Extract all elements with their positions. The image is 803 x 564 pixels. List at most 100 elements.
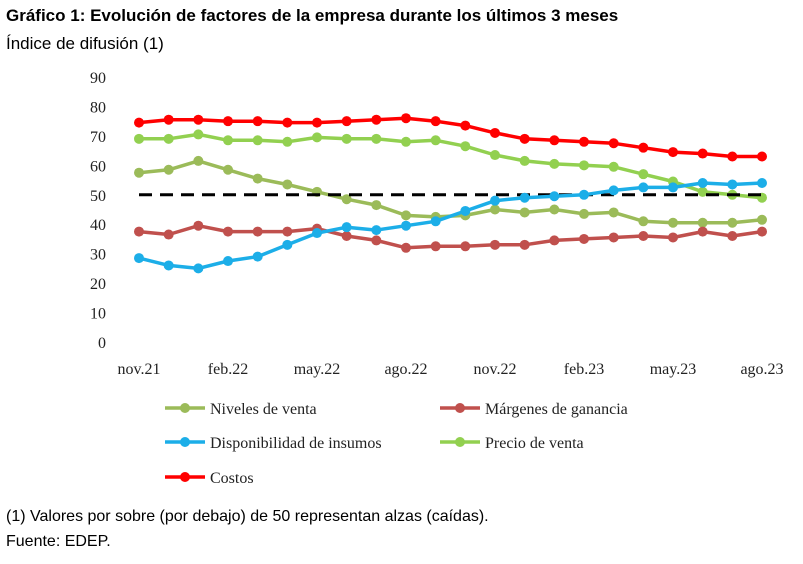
data-point-margenes-de-ganancia (460, 241, 471, 252)
data-point-disponibilidad-de-insumos (697, 178, 708, 188)
data-point-niveles-de-venta (371, 200, 382, 211)
data-point-precio-de-venta (401, 136, 411, 147)
data-point-precio-de-venta (460, 141, 471, 152)
legend-label: Márgenes de ganancia (485, 401, 628, 418)
legend-marker (180, 472, 190, 482)
x-tick-label: nov.21 (118, 361, 161, 378)
data-point-niveles-de-venta (638, 216, 649, 227)
data-point-precio-de-venta (223, 135, 233, 146)
y-tick-label: 40 (90, 217, 106, 234)
data-point-costos (252, 116, 263, 127)
data-point-disponibilidad-de-insumos (341, 222, 352, 233)
legend-label: Disponibilidad de insumos (210, 435, 382, 452)
data-point-margenes-de-ganancia (579, 233, 589, 244)
data-point-costos (193, 114, 204, 125)
data-point-disponibilidad-de-insumos (519, 192, 530, 203)
y-axis-label: Índice de difusión (1) (6, 34, 164, 53)
data-point-niveles-de-venta (282, 179, 293, 190)
y-tick-label: 30 (90, 247, 106, 264)
data-point-niveles-de-venta (757, 214, 767, 225)
data-point-costos (163, 114, 174, 125)
data-point-costos (401, 113, 411, 124)
data-point-precio-de-venta (697, 186, 708, 197)
data-point-precio-de-venta (579, 160, 589, 171)
legend-marker (455, 403, 465, 413)
y-tick-label: 60 (90, 158, 106, 175)
data-point-niveles-de-venta (727, 217, 738, 228)
data-point-costos (727, 151, 738, 162)
y-tick-label: 90 (90, 70, 106, 87)
data-point-costos (312, 117, 322, 128)
data-point-precio-de-venta (134, 133, 144, 144)
data-point-precio-de-venta (252, 135, 263, 146)
data-point-disponibilidad-de-insumos (223, 256, 233, 267)
x-tick-label: feb.22 (208, 361, 248, 378)
data-point-costos (608, 138, 619, 149)
line-chart: 0 10 20 30 40 50 60 70 80 90 nov.21 feb.22 may.22 ago… (90, 70, 784, 487)
data-point-margenes-de-ganancia (282, 226, 293, 237)
data-point-disponibilidad-de-insumos (668, 182, 678, 193)
data-point-precio-de-venta (430, 135, 441, 146)
data-point-costos (519, 133, 530, 144)
data-point-disponibilidad-de-insumos (549, 191, 560, 202)
data-point-disponibilidad-de-insumos (608, 185, 619, 196)
series-line-precio-de-venta (139, 132, 763, 200)
data-point-margenes-de-ganancia (401, 242, 411, 253)
x-tick-label: may.22 (294, 361, 341, 378)
data-point-costos (757, 151, 767, 162)
data-point-margenes-de-ganancia (430, 241, 441, 252)
data-point-margenes-de-ganancia (757, 226, 767, 237)
data-point-margenes-de-ganancia (490, 239, 500, 250)
data-point-precio-de-venta (371, 133, 382, 144)
data-point-precio-de-venta (638, 169, 649, 180)
data-point-disponibilidad-de-insumos (757, 178, 767, 188)
data-point-costos (697, 148, 708, 159)
data-point-costos (223, 116, 233, 127)
data-point-disponibilidad-de-insumos (638, 182, 649, 193)
data-point-margenes-de-ganancia (252, 226, 263, 237)
data-point-disponibilidad-de-insumos (460, 205, 471, 216)
data-point-margenes-de-ganancia (519, 239, 530, 250)
data-point-disponibilidad-de-insumos (193, 263, 204, 274)
data-point-precio-de-venta (193, 129, 204, 140)
data-point-niveles-de-venta (490, 204, 500, 215)
legend-label: Costos (210, 470, 254, 487)
data-point-costos (282, 117, 293, 128)
data-point-margenes-de-ganancia (549, 235, 560, 246)
y-tick-label: 50 (90, 188, 106, 205)
y-tick-label: 80 (90, 99, 106, 116)
data-point-precio-de-venta (312, 132, 322, 143)
data-point-disponibilidad-de-insumos (727, 179, 738, 190)
x-tick-label: nov.22 (474, 361, 517, 378)
data-point-precio-de-venta (163, 133, 174, 144)
data-point-disponibilidad-de-insumos (282, 239, 293, 250)
data-point-margenes-de-ganancia (134, 226, 144, 237)
data-point-disponibilidad-de-insumos (371, 225, 382, 236)
series-line-margenes-de-ganancia (138, 223, 763, 250)
y-tick-label: 20 (90, 276, 106, 293)
legend-label: Niveles de venta (210, 401, 317, 418)
data-point-margenes-de-ganancia (727, 231, 738, 241)
data-point-costos (579, 136, 589, 147)
y-tick-label: 70 (90, 129, 106, 146)
data-point-costos (134, 117, 144, 128)
data-point-disponibilidad-de-insumos (163, 260, 174, 271)
data-point-costos (490, 127, 500, 138)
data-point-margenes-de-ganancia (223, 226, 233, 237)
data-point-precio-de-venta (490, 150, 500, 161)
data-point-costos (430, 116, 441, 127)
footnote: (1) Valores por sobre (por debajo) de 50… (6, 508, 489, 525)
data-point-margenes-de-ganancia (341, 231, 352, 241)
data-point-disponibilidad-de-insumos (252, 251, 263, 262)
series-line-costos (138, 116, 762, 159)
data-point-precio-de-venta (608, 161, 619, 172)
y-tick-label: 10 (90, 306, 106, 323)
data-point-precio-de-venta (519, 155, 530, 166)
data-point-niveles-de-venta (579, 208, 589, 219)
data-point-niveles-de-venta (341, 194, 352, 205)
data-point-margenes-de-ganancia (193, 220, 204, 231)
data-point-niveles-de-venta (401, 210, 411, 221)
data-point-disponibilidad-de-insumos (401, 220, 411, 231)
data-point-precio-de-venta (549, 158, 560, 169)
data-point-margenes-de-ganancia (668, 232, 678, 243)
